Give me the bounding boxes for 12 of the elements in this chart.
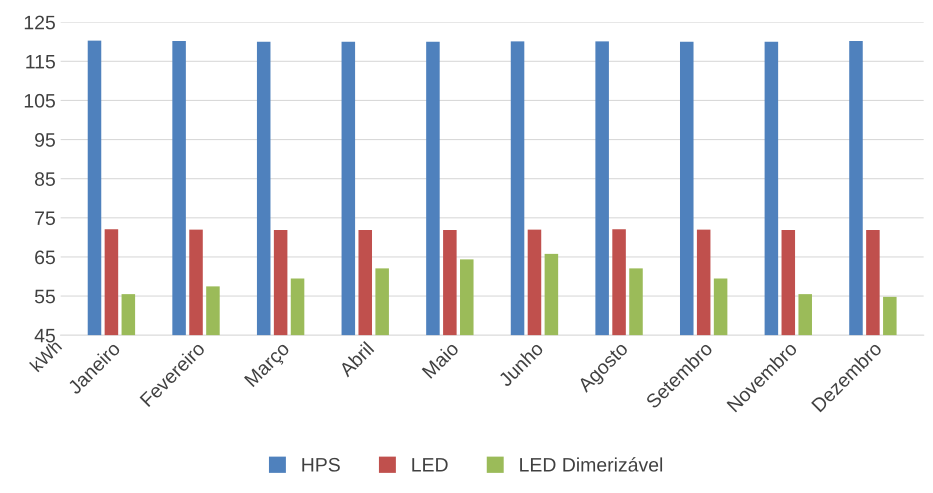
legend-label: HPS <box>302 458 340 472</box>
y-tick-label: 105 <box>24 94 55 108</box>
y-tick-label: 65 <box>35 250 55 264</box>
y-tick-label: 125 <box>24 16 55 30</box>
y-tick-label: 95 <box>35 133 55 147</box>
y-tick-label: 85 <box>35 172 55 186</box>
y-tick-label: 45 <box>34 328 55 342</box>
y-tick-label: 75 <box>35 212 55 226</box>
y-tick-label: 115 <box>26 54 55 69</box>
y-tick-label: 55 <box>34 290 55 304</box>
legend-label: LED <box>412 458 448 472</box>
legend-label: LED Dimerizável <box>520 457 662 472</box>
